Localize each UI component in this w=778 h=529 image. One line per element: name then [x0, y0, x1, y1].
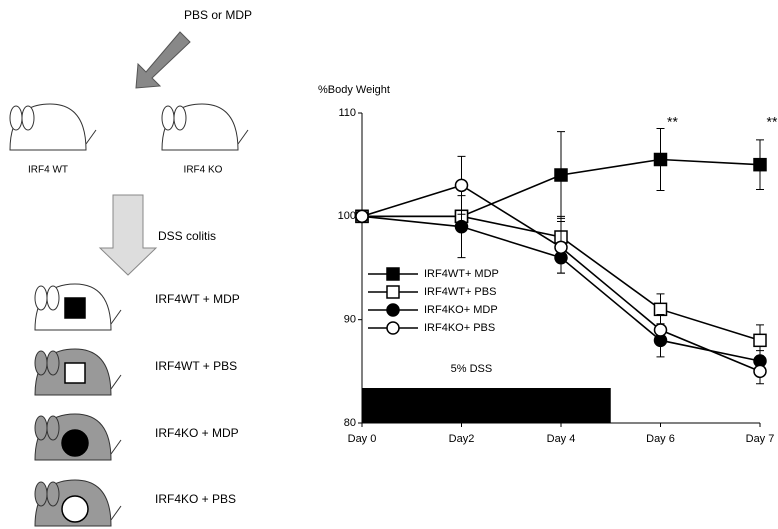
mouse-ear: [46, 481, 60, 507]
y-tick-label: 110: [338, 107, 356, 119]
data-point: [753, 333, 767, 348]
group-label: IRF4WT + MDP: [155, 292, 240, 306]
legend-label: IRF4WT+ MDP: [424, 268, 499, 280]
data-point: [653, 302, 668, 317]
x-tick-label: Day 7: [746, 433, 775, 445]
mouse-symbol: [64, 362, 86, 384]
mouse-ear: [34, 350, 48, 376]
data-point: [653, 323, 668, 337]
mouse-tail: [110, 505, 122, 521]
mouse-ear: [21, 105, 35, 131]
mouse-symbol: [64, 297, 86, 319]
legend-label: IRF4KO+ PBS: [424, 322, 495, 334]
legend-marker: [386, 267, 400, 281]
treatment-arrow: [135, 31, 191, 89]
x-tick-label: Day 0: [348, 433, 377, 445]
treatment-label: PBS or MDP: [184, 8, 252, 22]
y-tick-label: 80: [344, 417, 356, 429]
mouse-tail: [85, 129, 97, 145]
data-point: [454, 178, 469, 193]
mouse-tail: [237, 129, 249, 145]
induction-arrow: [98, 194, 158, 276]
legend-marker: [386, 303, 400, 317]
data-point: [454, 219, 469, 234]
legend-label: IRF4WT+ PBS: [424, 286, 496, 298]
group-label: IRF4WT + PBS: [155, 359, 237, 373]
y-axis-label: %Body Weight: [318, 84, 390, 96]
mouse-ear: [161, 105, 175, 131]
x-tick-label: Day 6: [646, 433, 675, 445]
mouse-ear: [46, 415, 60, 441]
mouse-tail: [110, 309, 122, 325]
mouse-ear: [34, 415, 48, 441]
mouse-symbol: [61, 429, 89, 457]
mouse-ear: [9, 105, 23, 131]
induction-label: DSS colitis: [158, 229, 216, 243]
mouse-ear: [46, 285, 60, 311]
data-point: [653, 152, 668, 167]
mouse-ear: [34, 285, 48, 311]
legend-marker: [386, 321, 400, 335]
mouse-tail: [110, 439, 122, 455]
data-point: [554, 240, 568, 255]
data-point: [753, 364, 767, 379]
group-label: IRF4KO + PBS: [155, 492, 236, 506]
mouse-label: IRF4 WT: [28, 165, 68, 176]
significance: **: [667, 114, 678, 130]
x-tick-label: Day 4: [547, 433, 576, 445]
data-point: [355, 209, 369, 224]
y-tick-label: 100: [338, 210, 356, 222]
mouse-label: IRF4 KO: [184, 165, 223, 176]
data-point: [554, 168, 568, 182]
mouse-body: [9, 103, 87, 151]
group-label: IRF4KO + MDP: [155, 426, 239, 440]
mouse-tail: [110, 374, 122, 390]
data-point: [753, 157, 767, 172]
x-tick-label: Day2: [449, 433, 475, 445]
legend-marker: [386, 285, 400, 299]
mouse-ear: [46, 350, 60, 376]
mouse-body: [161, 103, 239, 151]
mouse-symbol: [61, 495, 89, 523]
legend-label: IRF4KO+ MDP: [424, 304, 498, 316]
significance: **: [767, 114, 778, 130]
dss-bar: [362, 388, 611, 423]
y-tick-label: 90: [344, 314, 356, 326]
dss-label: 5% DSS: [451, 363, 493, 375]
mouse-ear: [34, 481, 48, 507]
mouse-ear: [173, 105, 187, 131]
